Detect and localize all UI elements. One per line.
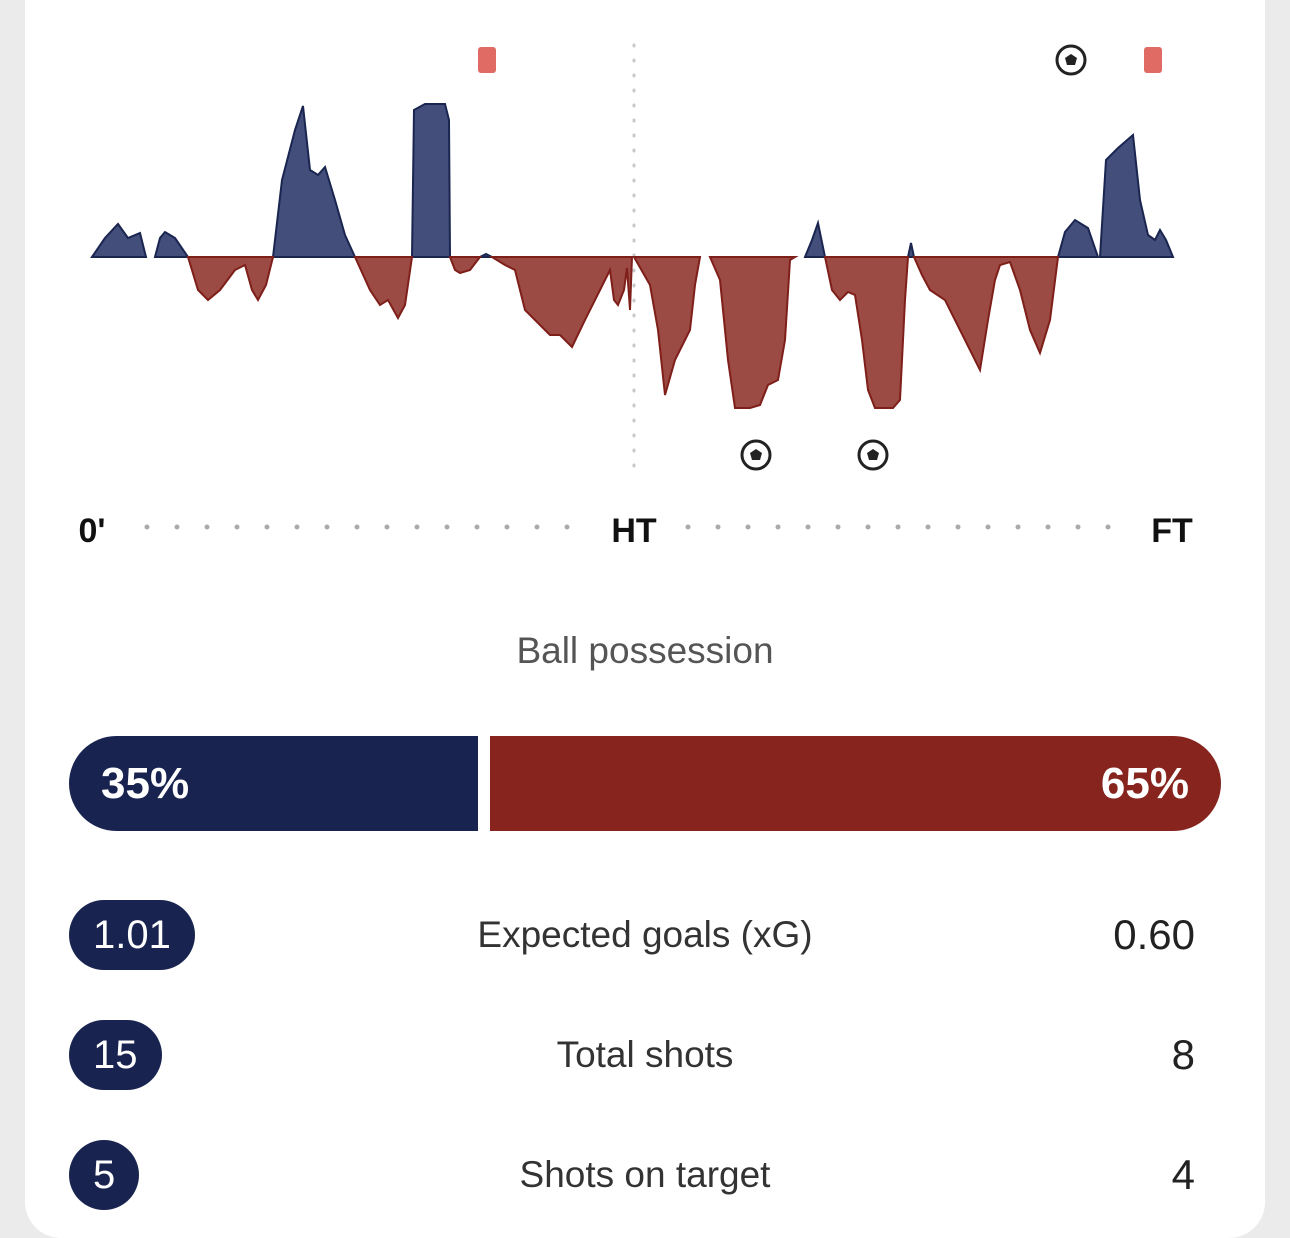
away-possession-label: 65% xyxy=(1100,758,1189,808)
goal-icon xyxy=(857,439,889,471)
away-momentum xyxy=(186,256,1060,409)
momentum-chart: 0' HT FT xyxy=(79,43,1193,550)
home-value: 5 xyxy=(69,1140,140,1210)
possession-title: Ball possession xyxy=(516,630,774,671)
stat-row: Shots on target 5 4 xyxy=(69,1140,1195,1210)
goal-icon xyxy=(1055,44,1087,76)
red-card-icon xyxy=(1144,47,1162,73)
possession-bar: 35% 65% xyxy=(69,736,1221,831)
axis-label: FT xyxy=(1151,512,1193,550)
home-possession-label: 35% xyxy=(101,758,190,808)
stat-row: Expected goals (xG) 1.01 0.60 xyxy=(69,900,1195,970)
stat-label: Shots on target xyxy=(519,1154,771,1195)
axis-label: 0' xyxy=(79,512,106,550)
stat-row: Total shots 15 8 xyxy=(69,1020,1195,1090)
home-possession: 35% xyxy=(69,736,478,831)
home-value: 1.01 xyxy=(69,900,195,970)
goal-icon xyxy=(740,439,772,471)
away-value: 8 xyxy=(1171,1031,1195,1078)
axis-label: HT xyxy=(611,512,657,550)
home-value: 15 xyxy=(69,1020,162,1090)
away-value: 4 xyxy=(1171,1151,1195,1198)
home-momentum xyxy=(90,103,1175,258)
stat-label: Expected goals (xG) xyxy=(477,914,813,955)
card xyxy=(25,0,1265,1238)
away-possession: 65% xyxy=(489,736,1221,831)
stat-label: Total shots xyxy=(556,1034,734,1075)
away-value: 0.60 xyxy=(1113,911,1195,958)
red-card-icon xyxy=(478,47,496,73)
